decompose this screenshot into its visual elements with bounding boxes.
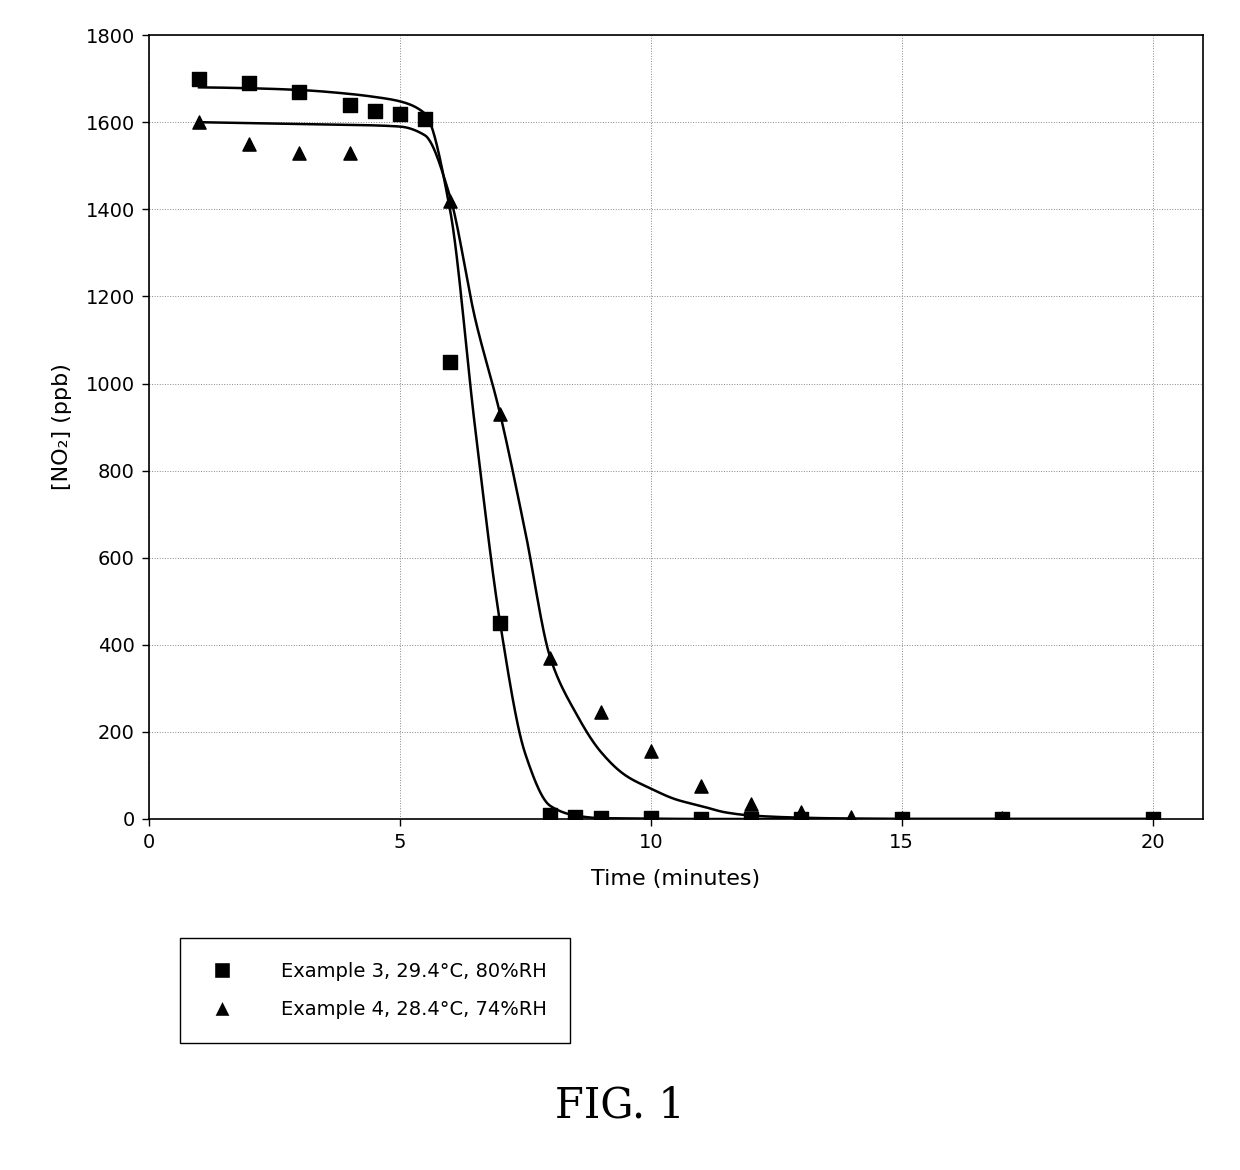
Example 4, 28.4°C, 74%RH <box>791 803 811 821</box>
Example 4, 28.4°C, 74%RH <box>842 807 862 826</box>
Example 3, 29.4°C, 80%RH <box>239 74 259 92</box>
Example 3, 29.4°C, 80%RH <box>1143 810 1163 828</box>
Text: FIG. 1: FIG. 1 <box>556 1085 684 1127</box>
Example 3, 29.4°C, 80%RH <box>992 810 1012 828</box>
X-axis label: Time (minutes): Time (minutes) <box>591 868 760 888</box>
Example 3, 29.4°C, 80%RH <box>440 352 460 371</box>
Example 3, 29.4°C, 80%RH <box>892 810 911 828</box>
Example 3, 29.4°C, 80%RH <box>641 808 661 827</box>
Example 4, 28.4°C, 74%RH <box>340 143 360 161</box>
Example 4, 28.4°C, 74%RH <box>992 808 1012 827</box>
Example 3, 29.4°C, 80%RH <box>340 96 360 115</box>
Example 4, 28.4°C, 74%RH <box>440 191 460 209</box>
Example 3, 29.4°C, 80%RH <box>791 810 811 828</box>
Example 3, 29.4°C, 80%RH <box>415 109 435 128</box>
Example 3, 29.4°C, 80%RH <box>188 69 208 88</box>
Example 4, 28.4°C, 74%RH <box>1143 810 1163 828</box>
Example 4, 28.4°C, 74%RH <box>691 777 711 796</box>
Example 3, 29.4°C, 80%RH <box>389 105 409 124</box>
Y-axis label: [NO₂] (ppb): [NO₂] (ppb) <box>52 364 72 490</box>
Legend: Example 3, 29.4°C, 80%RH, Example 4, 28.4°C, 74%RH: Example 3, 29.4°C, 80%RH, Example 4, 28.… <box>180 938 570 1042</box>
Example 4, 28.4°C, 74%RH <box>289 143 309 161</box>
Example 4, 28.4°C, 74%RH <box>541 648 560 667</box>
Example 3, 29.4°C, 80%RH <box>541 805 560 824</box>
Example 4, 28.4°C, 74%RH <box>389 104 409 123</box>
Example 3, 29.4°C, 80%RH <box>590 808 610 827</box>
Example 4, 28.4°C, 74%RH <box>641 742 661 760</box>
Example 4, 28.4°C, 74%RH <box>188 112 208 131</box>
Example 4, 28.4°C, 74%RH <box>490 405 510 424</box>
Example 3, 29.4°C, 80%RH <box>365 102 384 121</box>
Example 3, 29.4°C, 80%RH <box>565 807 585 826</box>
Example 4, 28.4°C, 74%RH <box>892 808 911 827</box>
Example 3, 29.4°C, 80%RH <box>490 613 510 632</box>
Example 3, 29.4°C, 80%RH <box>742 810 761 828</box>
Example 4, 28.4°C, 74%RH <box>239 135 259 153</box>
Example 3, 29.4°C, 80%RH <box>691 810 711 828</box>
Example 3, 29.4°C, 80%RH <box>289 82 309 101</box>
Example 4, 28.4°C, 74%RH <box>742 794 761 813</box>
Example 4, 28.4°C, 74%RH <box>590 703 610 722</box>
